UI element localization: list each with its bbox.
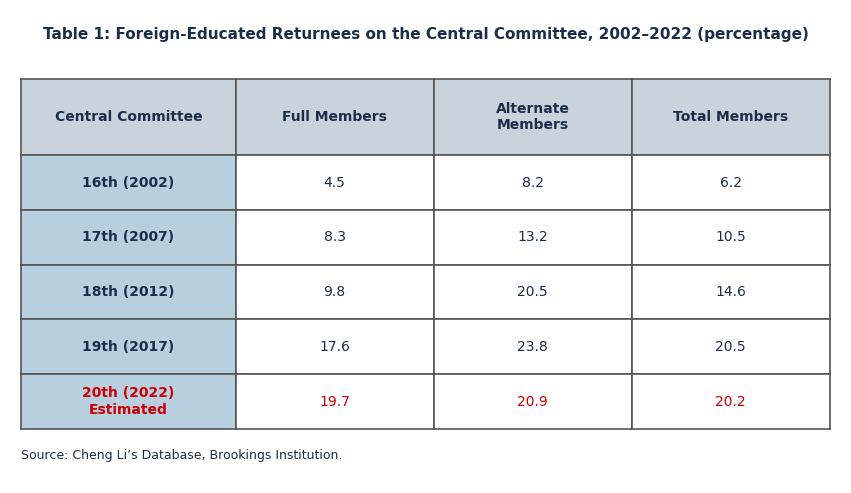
Text: 17th (2007): 17th (2007) — [83, 230, 174, 245]
Text: 20.2: 20.2 — [716, 394, 746, 409]
Text: 16th (2002): 16th (2002) — [83, 176, 174, 190]
Text: 10.5: 10.5 — [716, 230, 746, 245]
Text: 18th (2012): 18th (2012) — [83, 285, 174, 299]
Text: 9.8: 9.8 — [323, 285, 346, 299]
Text: 20.5: 20.5 — [716, 340, 746, 354]
Text: 20.5: 20.5 — [517, 285, 548, 299]
Text: Full Members: Full Members — [283, 110, 387, 124]
Text: 19th (2017): 19th (2017) — [83, 340, 174, 354]
Text: 13.2: 13.2 — [517, 230, 548, 245]
Text: 20.9: 20.9 — [517, 394, 548, 409]
Text: 6.2: 6.2 — [720, 176, 742, 190]
Text: 23.8: 23.8 — [517, 340, 548, 354]
Text: Source: Cheng Li’s Database, Brookings Institution.: Source: Cheng Li’s Database, Brookings I… — [21, 449, 343, 461]
Text: 14.6: 14.6 — [715, 285, 746, 299]
Text: 17.6: 17.6 — [319, 340, 350, 354]
Text: 8.3: 8.3 — [323, 230, 346, 245]
Text: 8.2: 8.2 — [522, 176, 544, 190]
Text: Table 1: Foreign-Educated Returnees on the Central Committee, 2002–2022 (percent: Table 1: Foreign-Educated Returnees on t… — [43, 27, 808, 42]
Text: 19.7: 19.7 — [319, 394, 350, 409]
Text: 4.5: 4.5 — [323, 176, 346, 190]
Text: Total Members: Total Members — [673, 110, 788, 124]
Text: Central Committee: Central Committee — [54, 110, 203, 124]
Text: 20th (2022)
Estimated: 20th (2022) Estimated — [83, 387, 174, 417]
Text: Alternate
Members: Alternate Members — [495, 102, 569, 132]
